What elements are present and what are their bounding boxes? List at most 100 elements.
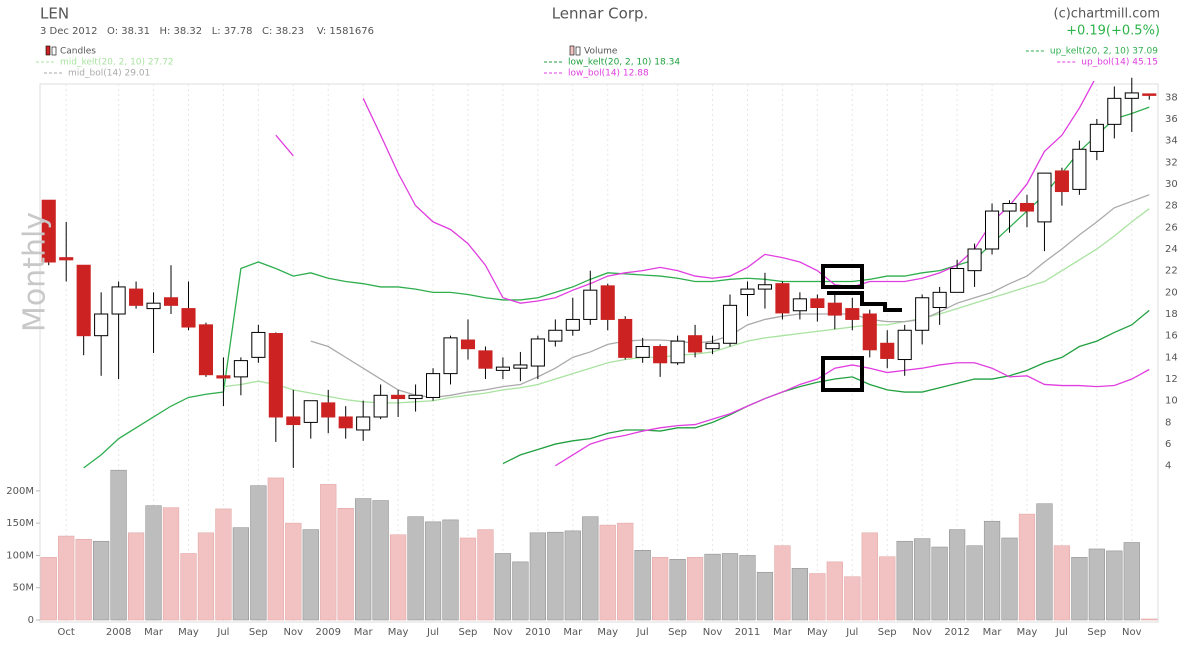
volume-bar bbox=[721, 553, 739, 621]
candle-body bbox=[129, 288, 144, 306]
candle-body bbox=[76, 264, 91, 337]
volume-bar bbox=[40, 557, 57, 621]
candle-body bbox=[233, 360, 248, 378]
candle-body bbox=[670, 340, 685, 364]
volume-bar bbox=[494, 553, 512, 621]
legend-icon bbox=[575, 46, 581, 56]
x-tick-label: Sep bbox=[1087, 627, 1106, 638]
candle-body bbox=[1142, 93, 1157, 96]
candle-body bbox=[950, 267, 965, 293]
volume-bar bbox=[582, 516, 599, 621]
y-tick-label: 200M bbox=[6, 486, 34, 497]
volume-bar bbox=[424, 521, 442, 621]
candle-body bbox=[408, 394, 423, 400]
y-tick-label: 8 bbox=[1165, 417, 1171, 428]
candle-body bbox=[425, 373, 441, 398]
candle-body bbox=[373, 394, 388, 418]
legend-label: mid_bol(14) 29.01 bbox=[68, 69, 150, 79]
y-tick-label: 18 bbox=[1165, 309, 1178, 320]
x-tick-label: Jul bbox=[216, 627, 229, 638]
volume-bar bbox=[232, 527, 250, 621]
candles bbox=[41, 77, 1157, 468]
volume-bar bbox=[389, 534, 407, 621]
volume-bar bbox=[215, 508, 232, 621]
indicator-line bbox=[275, 134, 294, 157]
x-tick-label: 2010 bbox=[525, 627, 550, 638]
candle-body bbox=[880, 342, 895, 359]
y-tick-label: 100M bbox=[6, 550, 34, 561]
volume-bar bbox=[1106, 550, 1123, 621]
volume-bar bbox=[1123, 542, 1140, 621]
x-tick-label: 2009 bbox=[316, 627, 341, 638]
volume-bar bbox=[686, 557, 704, 621]
volume-bar bbox=[809, 573, 826, 621]
y-tick-label: 38 bbox=[1165, 92, 1178, 103]
candle-body bbox=[845, 308, 860, 320]
indicator-line bbox=[502, 309, 1150, 465]
x-tick-label: Mar bbox=[354, 627, 374, 638]
y-tick-label: 28 bbox=[1165, 201, 1178, 212]
candle-body bbox=[321, 402, 336, 418]
candle-body bbox=[932, 291, 947, 309]
volume-bar bbox=[110, 469, 127, 621]
x-tick-label: Mar bbox=[563, 627, 583, 638]
x-tick-label: Nov bbox=[493, 627, 513, 638]
candle-body bbox=[268, 333, 283, 418]
candle-body bbox=[915, 297, 930, 331]
candle-body bbox=[1037, 172, 1052, 223]
candle-body bbox=[565, 318, 580, 331]
volume-bar bbox=[320, 484, 337, 621]
volume-bar bbox=[1141, 618, 1158, 621]
candle-body bbox=[688, 335, 703, 353]
x-tick-label: 2012 bbox=[944, 627, 969, 638]
volume-bar bbox=[826, 561, 843, 621]
volume-panel bbox=[40, 469, 1158, 621]
legend-label: up_kelt(20, 2, 10) 37.09 bbox=[1050, 47, 1158, 57]
drawing-box bbox=[821, 264, 864, 289]
y-tick-label: 32 bbox=[1165, 157, 1178, 168]
candle-body bbox=[181, 308, 196, 328]
volume-bar bbox=[617, 522, 634, 621]
x-tick-label: Nov bbox=[703, 627, 723, 638]
volume-bar bbox=[634, 550, 651, 621]
volume-bar bbox=[879, 556, 896, 621]
y-tick-label: 30 bbox=[1165, 179, 1178, 190]
y-tick-label: 36 bbox=[1165, 114, 1178, 125]
volume-bar bbox=[58, 535, 75, 621]
candle-body bbox=[513, 364, 528, 369]
x-tick-label: Jul bbox=[845, 627, 858, 638]
candle-body bbox=[600, 285, 615, 320]
y-tick-label: 150M bbox=[6, 518, 34, 529]
volume-bar bbox=[407, 516, 424, 621]
indicator-line bbox=[554, 362, 1150, 467]
legend-label: low_kelt(20, 2, 10) 18.34 bbox=[568, 58, 680, 68]
volume-bar bbox=[93, 540, 110, 621]
x-tick-label: 2011 bbox=[735, 627, 760, 638]
candle-body bbox=[338, 416, 353, 429]
candle-body bbox=[740, 288, 755, 296]
candle-body bbox=[1107, 97, 1122, 125]
legend-icon bbox=[45, 45, 51, 56]
volume-bar bbox=[914, 538, 931, 621]
legend-label: mid_kelt(20, 2, 10) 27.72 bbox=[60, 58, 174, 68]
volume-bar bbox=[302, 529, 319, 621]
volume-bar bbox=[1001, 537, 1018, 621]
y-tick-label: 6 bbox=[1165, 439, 1171, 450]
volume-bar bbox=[564, 530, 581, 621]
volume-bar bbox=[267, 477, 284, 621]
candle-body bbox=[1072, 148, 1087, 190]
volume-bar bbox=[1036, 503, 1053, 621]
drawing-box bbox=[821, 356, 864, 392]
candle-body bbox=[897, 329, 912, 361]
candle-body bbox=[548, 329, 563, 342]
volume-bar bbox=[512, 561, 529, 621]
x-tick-label: Sep bbox=[249, 627, 268, 638]
candle-body bbox=[495, 366, 510, 371]
labels: 4 6 8 10 12 14 16 18 20 22 24 26 28 30 32 34 36 38 Oct 2008… bbox=[6, 45, 1178, 638]
candle-body bbox=[862, 313, 877, 351]
volume-bar bbox=[791, 568, 809, 621]
y-axis-title: Monthly bbox=[18, 212, 53, 332]
candle-body bbox=[1089, 123, 1104, 152]
candle-body bbox=[391, 394, 406, 400]
x-tick-label: May bbox=[807, 627, 828, 638]
